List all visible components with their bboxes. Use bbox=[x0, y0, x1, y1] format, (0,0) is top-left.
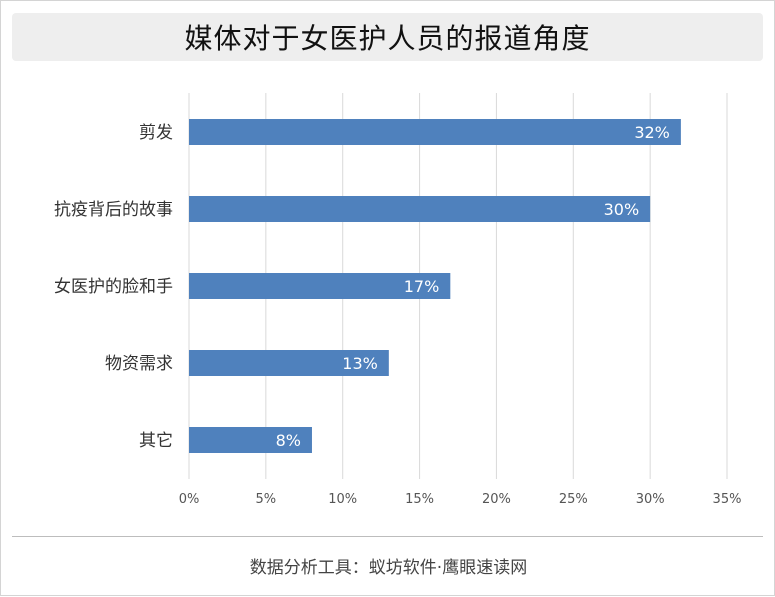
bar bbox=[189, 196, 651, 222]
data-label: 17% bbox=[404, 277, 440, 296]
data-label: 8% bbox=[276, 431, 301, 450]
data-label: 13% bbox=[342, 354, 378, 373]
x-tick-label: 0% bbox=[179, 492, 200, 507]
bar bbox=[189, 119, 681, 145]
x-tick-label: 30% bbox=[636, 492, 665, 507]
bar bbox=[189, 350, 389, 376]
x-tick-label: 25% bbox=[559, 492, 588, 507]
title-bar: 媒体对于女医护人员的报道角度 bbox=[12, 13, 763, 61]
bar bbox=[189, 427, 312, 453]
x-tick-label: 10% bbox=[328, 492, 357, 507]
footer-source: 数据分析工具：蚁坊软件·鹰眼速读网 bbox=[249, 558, 528, 578]
x-tick-label: 35% bbox=[713, 492, 742, 507]
category-label: 抗疫背后的故事 bbox=[54, 200, 173, 220]
category-label: 物资需求 bbox=[105, 354, 173, 374]
x-tick-label: 20% bbox=[482, 492, 511, 507]
footer-divider bbox=[12, 536, 763, 537]
chart-title: 媒体对于女医护人员的报道角度 bbox=[184, 22, 591, 55]
x-tick-label: 5% bbox=[256, 492, 277, 507]
data-label: 30% bbox=[604, 200, 640, 219]
category-label: 其它 bbox=[139, 431, 173, 451]
category-label: 女医护的脸和手 bbox=[54, 277, 173, 297]
data-label: 32% bbox=[634, 123, 670, 142]
bar bbox=[189, 273, 451, 299]
x-tick-label: 15% bbox=[405, 492, 434, 507]
category-label: 剪发 bbox=[139, 123, 173, 143]
